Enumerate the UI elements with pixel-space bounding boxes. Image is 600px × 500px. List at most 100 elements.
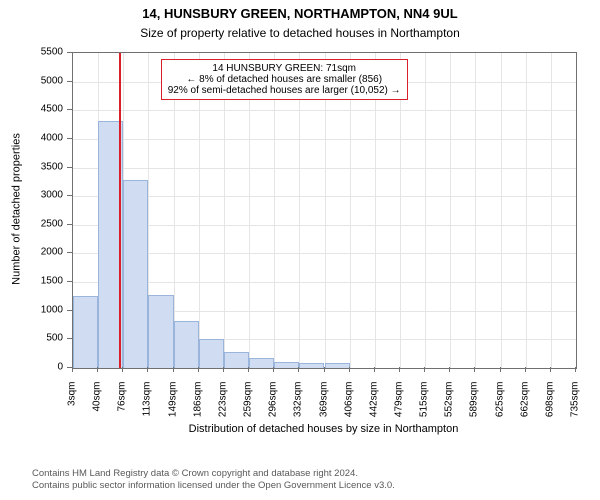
info-box: 14 HUNSBURY GREEN: 71sqm← 8% of detached… [161, 59, 408, 100]
ytick-mark [67, 138, 72, 139]
gridline-v [274, 53, 275, 368]
histogram-bar [73, 296, 98, 368]
xtick-mark [449, 367, 450, 372]
xtick-mark [122, 367, 123, 372]
histogram-bar [299, 363, 324, 368]
xtick-mark [500, 367, 501, 372]
footer-line-1: Contains HM Land Registry data © Crown c… [32, 468, 395, 480]
xtick-mark [147, 367, 148, 372]
xtick-label: 296sqm [268, 382, 279, 428]
ytick-label: 500 [0, 333, 63, 344]
gridline-v [199, 53, 200, 368]
xtick-mark [223, 367, 224, 372]
xtick-label: 589sqm [469, 382, 480, 428]
info-box-line: 14 HUNSBURY GREEN: 71sqm [168, 63, 401, 74]
histogram-bar [224, 352, 249, 368]
ytick-mark [67, 109, 72, 110]
xtick-mark [198, 367, 199, 372]
xtick-mark [525, 367, 526, 372]
gridline-v [249, 53, 250, 368]
xtick-label: 515sqm [419, 382, 430, 428]
chart-container: 14, HUNSBURY GREEN, NORTHAMPTON, NN4 9UL… [0, 0, 600, 500]
gridline-v [475, 53, 476, 368]
ytick-mark [67, 252, 72, 253]
xtick-label: 223sqm [217, 382, 228, 428]
ytick-label: 4500 [0, 104, 63, 115]
ytick-mark [67, 224, 72, 225]
gridline-v [325, 53, 326, 368]
chart-subtitle: Size of property relative to detached ho… [0, 26, 600, 40]
xtick-mark [575, 367, 576, 372]
ytick-label: 1500 [0, 276, 63, 287]
ytick-label: 0 [0, 362, 63, 373]
xtick-mark [349, 367, 350, 372]
ytick-mark [67, 310, 72, 311]
xtick-mark [399, 367, 400, 372]
ytick-label: 5500 [0, 47, 63, 58]
xtick-mark [324, 367, 325, 372]
gridline-v [375, 53, 376, 368]
y-axis-label: Number of detached properties [10, 51, 22, 366]
chart-title: 14, HUNSBURY GREEN, NORTHAMPTON, NN4 9UL [0, 6, 600, 21]
xtick-label: 149sqm [167, 382, 178, 428]
ytick-mark [67, 52, 72, 53]
ytick-label: 1000 [0, 304, 63, 315]
ytick-mark [67, 281, 72, 282]
xtick-label: 3sqm [67, 382, 78, 428]
property-marker-line [119, 53, 121, 368]
xtick-label: 552sqm [444, 382, 455, 428]
footer-attribution: Contains HM Land Registry data © Crown c… [32, 468, 395, 492]
xtick-mark [248, 367, 249, 372]
xtick-mark [550, 367, 551, 372]
ytick-mark [67, 195, 72, 196]
gridline-v [450, 53, 451, 368]
ytick-mark [67, 167, 72, 168]
ytick-label: 5000 [0, 75, 63, 86]
xtick-mark [173, 367, 174, 372]
xtick-label: 40sqm [92, 382, 103, 428]
xtick-label: 698sqm [544, 382, 555, 428]
xtick-label: 186sqm [192, 382, 203, 428]
ytick-label: 4000 [0, 132, 63, 143]
histogram-bar [148, 295, 173, 368]
gridline-v [501, 53, 502, 368]
xtick-label: 662sqm [519, 382, 530, 428]
xtick-mark [474, 367, 475, 372]
info-box-line: 92% of semi-detached houses are larger (… [168, 85, 401, 96]
xtick-mark [72, 367, 73, 372]
ytick-mark [67, 338, 72, 339]
footer-line-2: Contains public sector information licen… [32, 480, 395, 492]
gridline-v [551, 53, 552, 368]
histogram-bar [274, 362, 299, 368]
xtick-label: 369sqm [318, 382, 329, 428]
gridline-v [526, 53, 527, 368]
gridline-v [224, 53, 225, 368]
histogram-bar [325, 363, 350, 368]
xtick-label: 479sqm [393, 382, 404, 428]
histogram-bar [249, 358, 274, 368]
histogram-bar [174, 321, 199, 368]
gridline-v [350, 53, 351, 368]
xtick-label: 332sqm [293, 382, 304, 428]
info-box-line: ← 8% of detached houses are smaller (856… [168, 74, 401, 85]
histogram-bar [199, 339, 224, 368]
xtick-label: 259sqm [243, 382, 254, 428]
xtick-mark [273, 367, 274, 372]
xtick-label: 113sqm [142, 382, 153, 428]
histogram-bar [123, 180, 148, 368]
ytick-mark [67, 81, 72, 82]
xtick-mark [298, 367, 299, 372]
xtick-label: 406sqm [343, 382, 354, 428]
xtick-mark [97, 367, 98, 372]
xtick-label: 625sqm [494, 382, 505, 428]
xtick-label: 735sqm [570, 382, 581, 428]
xtick-label: 442sqm [368, 382, 379, 428]
gridline-v [425, 53, 426, 368]
gridline-v [299, 53, 300, 368]
xtick-mark [374, 367, 375, 372]
ytick-label: 2000 [0, 247, 63, 258]
ytick-label: 3500 [0, 161, 63, 172]
xtick-label: 76sqm [117, 382, 128, 428]
plot-area: 14 HUNSBURY GREEN: 71sqm← 8% of detached… [72, 52, 577, 369]
ytick-label: 3000 [0, 190, 63, 201]
